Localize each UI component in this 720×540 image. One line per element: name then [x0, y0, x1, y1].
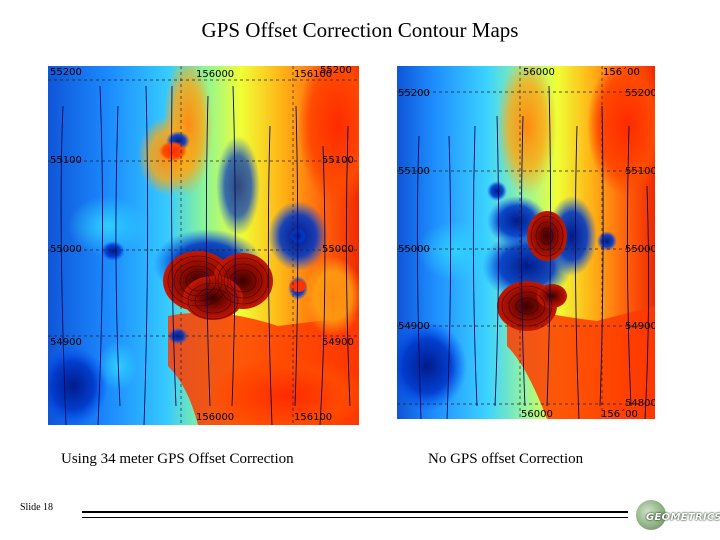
label-left-2: 55000	[50, 244, 82, 255]
label-left-2: 55000	[398, 244, 430, 255]
label-top-b: 156´00	[603, 66, 640, 78]
label-right-3: 54900	[625, 321, 655, 332]
contour-map-right-graphic: 56000 156´00 55200 55200 55100 55100 550…	[397, 66, 655, 419]
label-left-1: 55100	[50, 155, 82, 166]
contour-map-with-correction: 55200 156000 156100 55200 55100 55100 55…	[48, 66, 359, 425]
label-right-1: 55100	[322, 155, 354, 166]
label-bottom-b: 156100	[294, 412, 332, 423]
label-left-0: 55200	[398, 88, 430, 99]
label-top-right: 55200	[320, 66, 352, 76]
label-left-1: 55100	[398, 166, 430, 177]
logo-text: GEOMETRICS	[646, 512, 720, 523]
left-map-grid-labels: 55200 156000 156100 55200 55100 55100 55…	[50, 66, 354, 423]
globe-icon	[636, 500, 666, 530]
slide-title: GPS Offset Correction Contour Maps	[201, 18, 519, 42]
geometrics-logo: GEOMETRICS	[636, 500, 720, 536]
label-right-1: 55100	[625, 166, 655, 177]
label-top-a: 156000	[196, 69, 234, 80]
label-top-a: 56000	[523, 67, 555, 78]
caption-without-correction: No GPS offset Correction	[428, 451, 584, 467]
label-bottom-a: 156000	[196, 412, 234, 423]
label-right-3: 54900	[322, 337, 354, 348]
contour-map-without-correction: 56000 156´00 55200 55200 55100 55100 550…	[397, 66, 655, 419]
label-left-3: 54900	[50, 337, 82, 348]
label-bottom-b: 156´00	[601, 408, 638, 419]
footer-rule-thin	[82, 517, 628, 518]
label-right-2: 55000	[322, 244, 354, 255]
label-left-3: 54900	[398, 321, 430, 332]
label-right-0: 55200	[625, 88, 655, 99]
label-top-left: 55200	[50, 67, 82, 78]
label-top-b: 156100	[294, 69, 332, 80]
footer-rule-thick	[82, 511, 628, 513]
label-right-4: 54800	[625, 398, 655, 409]
label-bottom-a: 56000	[521, 409, 553, 419]
caption-with-correction: Using 34 meter GPS Offset Correction	[61, 451, 294, 467]
right-map-grid-labels: 56000 156´00 55200 55200 55100 55100 550…	[398, 66, 655, 419]
label-right-2: 55000	[625, 244, 655, 255]
slide-number: Slide 18	[20, 502, 54, 513]
contour-map-left-graphic: 55200 156000 156100 55200 55100 55100 55…	[48, 66, 359, 425]
